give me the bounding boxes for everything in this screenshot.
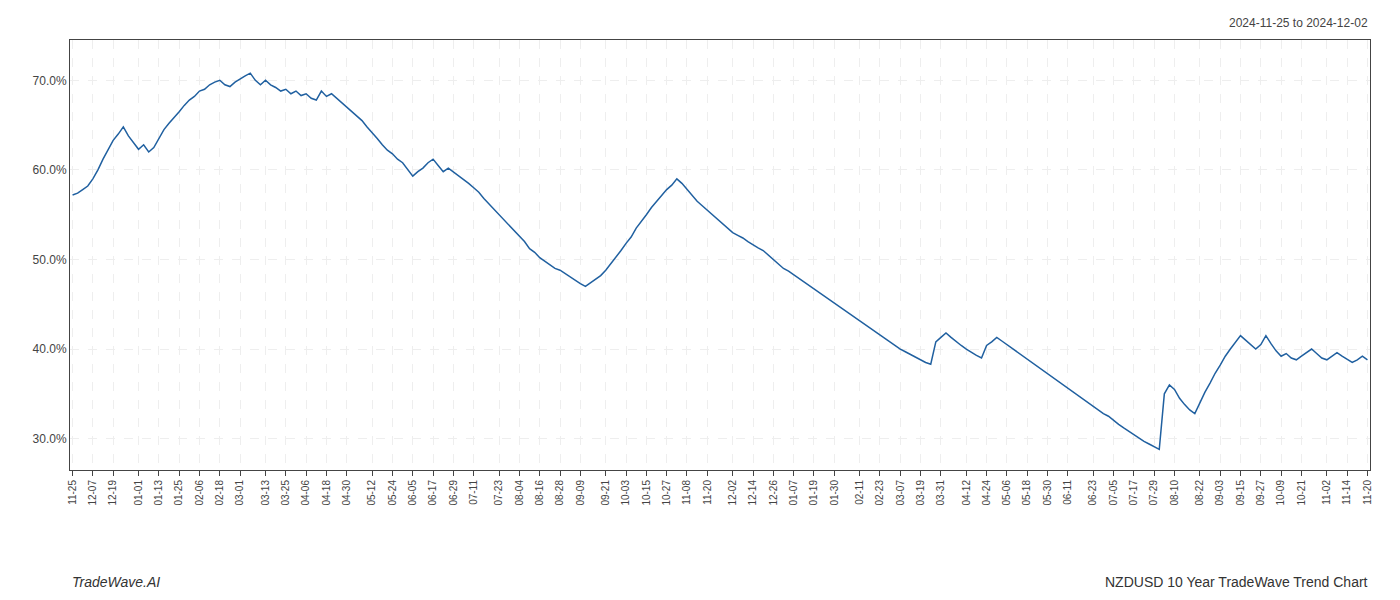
svg-text:10-09: 10-09 [1275,480,1286,506]
svg-text:TradeWave.AI: TradeWave.AI [72,574,160,590]
svg-text:11-25: 11-25 [67,480,78,505]
svg-text:07-17: 07-17 [1128,480,1139,506]
svg-text:09-09: 09-09 [575,480,586,506]
svg-text:11-08: 11-08 [681,480,692,505]
svg-text:01-30: 01-30 [829,480,840,506]
svg-text:03-25: 03-25 [280,480,291,506]
svg-text:02-18: 02-18 [214,480,225,506]
svg-text:07-11: 07-11 [468,480,479,505]
svg-text:08-10: 08-10 [1169,480,1180,506]
svg-text:10-15: 10-15 [641,480,652,506]
svg-text:08-28: 08-28 [554,480,565,506]
svg-text:01-13: 01-13 [153,480,164,506]
svg-text:04-30: 04-30 [341,480,352,506]
svg-text:03-01: 03-01 [234,480,245,506]
svg-text:01-01: 01-01 [133,480,144,506]
svg-text:09-15: 09-15 [1235,480,1246,506]
svg-text:09-27: 09-27 [1255,480,1266,506]
svg-text:03-13: 03-13 [260,480,271,506]
svg-text:40.0%: 40.0% [33,342,67,356]
svg-text:60.0%: 60.0% [33,163,67,177]
svg-text:07-29: 07-29 [1148,480,1159,506]
svg-text:01-25: 01-25 [173,480,184,506]
svg-text:03-07: 03-07 [895,480,906,506]
svg-text:06-11: 06-11 [1062,480,1073,505]
svg-text:07-05: 07-05 [1108,480,1119,506]
svg-text:06-29: 06-29 [448,480,459,506]
svg-text:05-06: 05-06 [1001,480,1012,506]
svg-text:08-04: 08-04 [514,480,525,506]
svg-text:04-12: 04-12 [961,480,972,506]
svg-text:06-17: 06-17 [427,480,438,506]
svg-text:11-14: 11-14 [1341,480,1352,505]
svg-text:09-21: 09-21 [600,480,611,506]
svg-text:50.0%: 50.0% [33,253,67,267]
svg-text:NZDUSD 10 Year TradeWave Trend: NZDUSD 10 Year TradeWave Trend Chart [1105,574,1368,590]
svg-text:12-07: 12-07 [87,480,98,506]
svg-text:2024-11-25 to 2024-12-02: 2024-11-25 to 2024-12-02 [1229,16,1368,30]
svg-text:06-05: 06-05 [407,480,418,506]
svg-text:12-19: 12-19 [107,480,118,506]
svg-text:06-23: 06-23 [1087,480,1098,506]
svg-text:30.0%: 30.0% [33,432,67,446]
svg-text:04-18: 04-18 [321,480,332,506]
svg-text:07-23: 07-23 [493,480,504,506]
svg-text:02-06: 02-06 [194,480,205,506]
svg-text:01-07: 01-07 [788,480,799,506]
svg-text:04-06: 04-06 [300,480,311,506]
svg-text:10-03: 10-03 [620,480,631,506]
svg-text:70.0%: 70.0% [33,74,67,88]
svg-text:11-20: 11-20 [702,480,713,505]
svg-text:05-12: 05-12 [366,480,377,506]
svg-text:04-24: 04-24 [981,480,992,506]
svg-text:11-20: 11-20 [1362,480,1373,505]
svg-text:05-18: 05-18 [1021,480,1032,506]
svg-text:11-02: 11-02 [1321,480,1332,505]
svg-text:08-22: 08-22 [1194,480,1205,506]
svg-text:12-02: 12-02 [727,480,738,506]
svg-text:10-27: 10-27 [661,480,672,506]
svg-text:05-30: 05-30 [1042,480,1053,506]
svg-text:09-03: 09-03 [1214,480,1225,506]
svg-text:01-19: 01-19 [808,480,819,506]
svg-text:05-24: 05-24 [387,480,398,506]
svg-text:03-19: 03-19 [915,480,926,506]
svg-text:02-23: 02-23 [874,480,885,506]
svg-text:02-11: 02-11 [854,480,865,505]
svg-text:10-21: 10-21 [1296,480,1307,506]
svg-text:03-31: 03-31 [935,480,946,506]
svg-text:12-26: 12-26 [768,480,779,506]
svg-text:08-16: 08-16 [534,480,545,506]
svg-text:12-14: 12-14 [747,480,758,506]
